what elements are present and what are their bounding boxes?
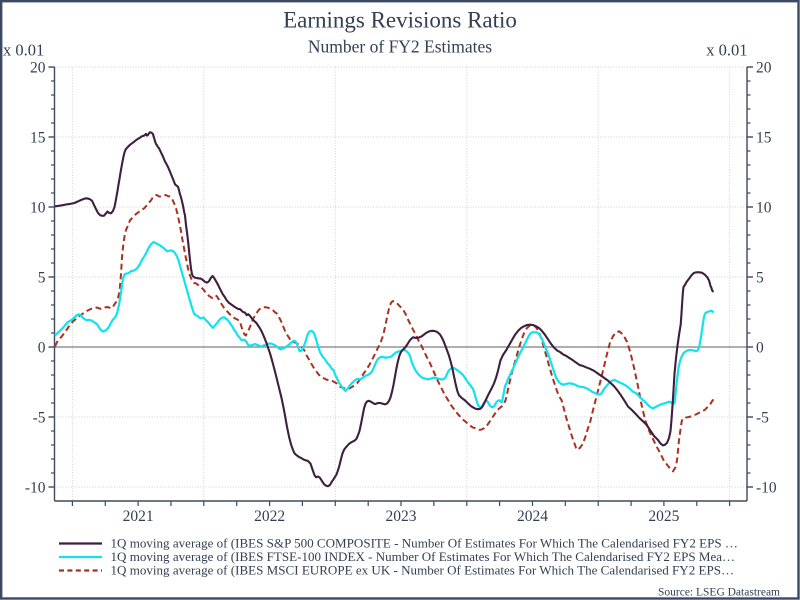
- svg-text:15: 15: [756, 130, 772, 147]
- svg-text:1Q moving average of (IBES MSC: 1Q moving average of (IBES MSCI EUROPE e…: [111, 563, 735, 578]
- svg-text:2021: 2021: [123, 508, 154, 525]
- svg-text:0: 0: [38, 340, 46, 357]
- svg-text:Source: LSEG Datastream: Source: LSEG Datastream: [658, 587, 780, 599]
- svg-text:2024: 2024: [517, 508, 548, 525]
- svg-text:Earnings Revisions Ratio: Earnings Revisions Ratio: [283, 8, 517, 33]
- svg-text:20: 20: [30, 60, 46, 77]
- svg-text:5: 5: [38, 270, 46, 287]
- svg-text:0: 0: [756, 340, 764, 357]
- svg-text:15: 15: [30, 130, 46, 147]
- svg-text:x 0.01: x 0.01: [3, 41, 44, 60]
- svg-text:1Q moving average of (IBES S&P: 1Q moving average of (IBES S&P 500 COMPO…: [111, 536, 738, 551]
- svg-text:20: 20: [756, 60, 772, 77]
- svg-text:-5: -5: [33, 410, 46, 427]
- svg-text:Number of FY2 Estimates: Number of FY2 Estimates: [308, 37, 492, 57]
- svg-text:1Q moving average of (IBES FTS: 1Q moving average of (IBES FTSE-100 INDE…: [111, 549, 736, 564]
- svg-text:x 0.01: x 0.01: [706, 41, 747, 60]
- svg-text:5: 5: [756, 270, 764, 287]
- svg-text:2023: 2023: [386, 508, 417, 525]
- svg-text:-10: -10: [756, 480, 777, 497]
- svg-text:10: 10: [756, 200, 772, 217]
- svg-text:-10: -10: [25, 480, 46, 497]
- svg-text:2025: 2025: [648, 508, 679, 525]
- svg-text:-5: -5: [756, 410, 769, 427]
- svg-text:10: 10: [30, 200, 46, 217]
- svg-text:2022: 2022: [254, 508, 285, 525]
